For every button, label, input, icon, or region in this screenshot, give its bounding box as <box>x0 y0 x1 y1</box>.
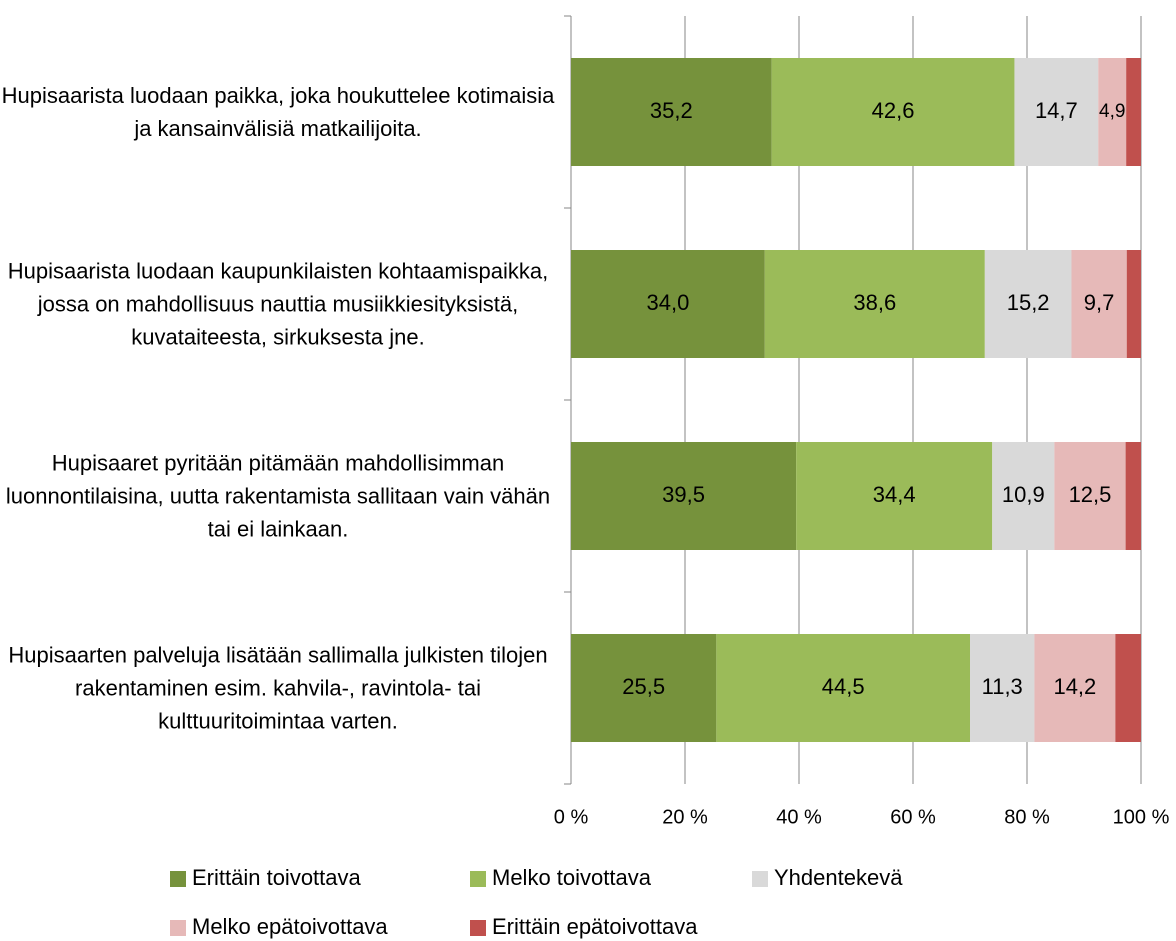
data-label: 11,3 <box>982 674 1023 699</box>
legend-label: Melko toivottava <box>492 865 652 890</box>
bar-segment <box>1115 634 1141 742</box>
data-label: 39,5 <box>662 482 705 507</box>
legend-label: Erittäin toivottava <box>192 865 362 890</box>
bar-segment <box>1054 442 1126 550</box>
data-label: 15,2 <box>1007 290 1050 315</box>
data-label: 25,5 <box>622 674 665 699</box>
category-label: Hupisaaret pyritään pitämään mahdollisim… <box>5 450 551 542</box>
data-label: 44,5 <box>822 674 865 699</box>
data-label: 38,6 <box>853 290 896 315</box>
bar-segment <box>970 634 1035 742</box>
data-label: 10,9 <box>1002 482 1045 507</box>
bar-segment <box>992 442 1055 550</box>
bar-segment <box>571 634 717 742</box>
legend-swatch <box>470 920 486 936</box>
bar-segment <box>1125 442 1141 550</box>
bar-segment <box>571 442 797 550</box>
legend-swatch <box>170 920 186 936</box>
data-label: 35,2 <box>650 98 693 123</box>
legend-swatch <box>752 871 768 887</box>
bar-segment <box>1014 58 1099 166</box>
x-tick-label: 0 % <box>554 806 589 828</box>
legend-swatch <box>170 871 186 887</box>
category-label: Hupisaarten palveluja lisätään sallimall… <box>8 642 548 734</box>
data-label: 14,2 <box>1053 674 1096 699</box>
legend-label: Yhdentekevä <box>774 865 903 890</box>
x-tick-label: 20 % <box>662 806 708 828</box>
x-tick-label: 100 % <box>1113 806 1170 828</box>
x-tick-label: 80 % <box>1004 806 1050 828</box>
category-label: Hupisaarista luodaan kaupunkilaisten koh… <box>7 258 549 350</box>
bar-segment <box>716 634 970 742</box>
data-label: 4,9 <box>1099 101 1125 122</box>
legend-swatch <box>470 871 486 887</box>
bar-segment <box>571 250 765 358</box>
bar-segment <box>1071 250 1127 358</box>
bar-segment <box>796 442 993 550</box>
bar-segment <box>1034 634 1116 742</box>
legend-label: Melko epätoivottava <box>192 914 388 939</box>
bar-segment <box>571 58 772 166</box>
x-tick-label: 40 % <box>776 806 822 828</box>
bar-segment <box>984 250 1072 358</box>
data-label: 34,4 <box>873 482 916 507</box>
bar-segment <box>1126 58 1141 166</box>
legend-label: Erittäin epätoivottava <box>492 914 698 939</box>
data-label: 42,6 <box>872 98 915 123</box>
data-label: 12,5 <box>1069 482 1112 507</box>
x-tick-label: 60 % <box>890 806 936 828</box>
bar-segment <box>771 58 1015 166</box>
category-label: Hupisaarista luodaan paikka, joka houkut… <box>1 83 555 141</box>
bar-segment <box>764 250 985 358</box>
data-label: 34,0 <box>646 290 689 315</box>
data-label: 14,7 <box>1035 98 1078 123</box>
bar-segment <box>1126 250 1141 358</box>
data-label: 9,7 <box>1084 290 1115 315</box>
bar-segment <box>1098 58 1127 166</box>
